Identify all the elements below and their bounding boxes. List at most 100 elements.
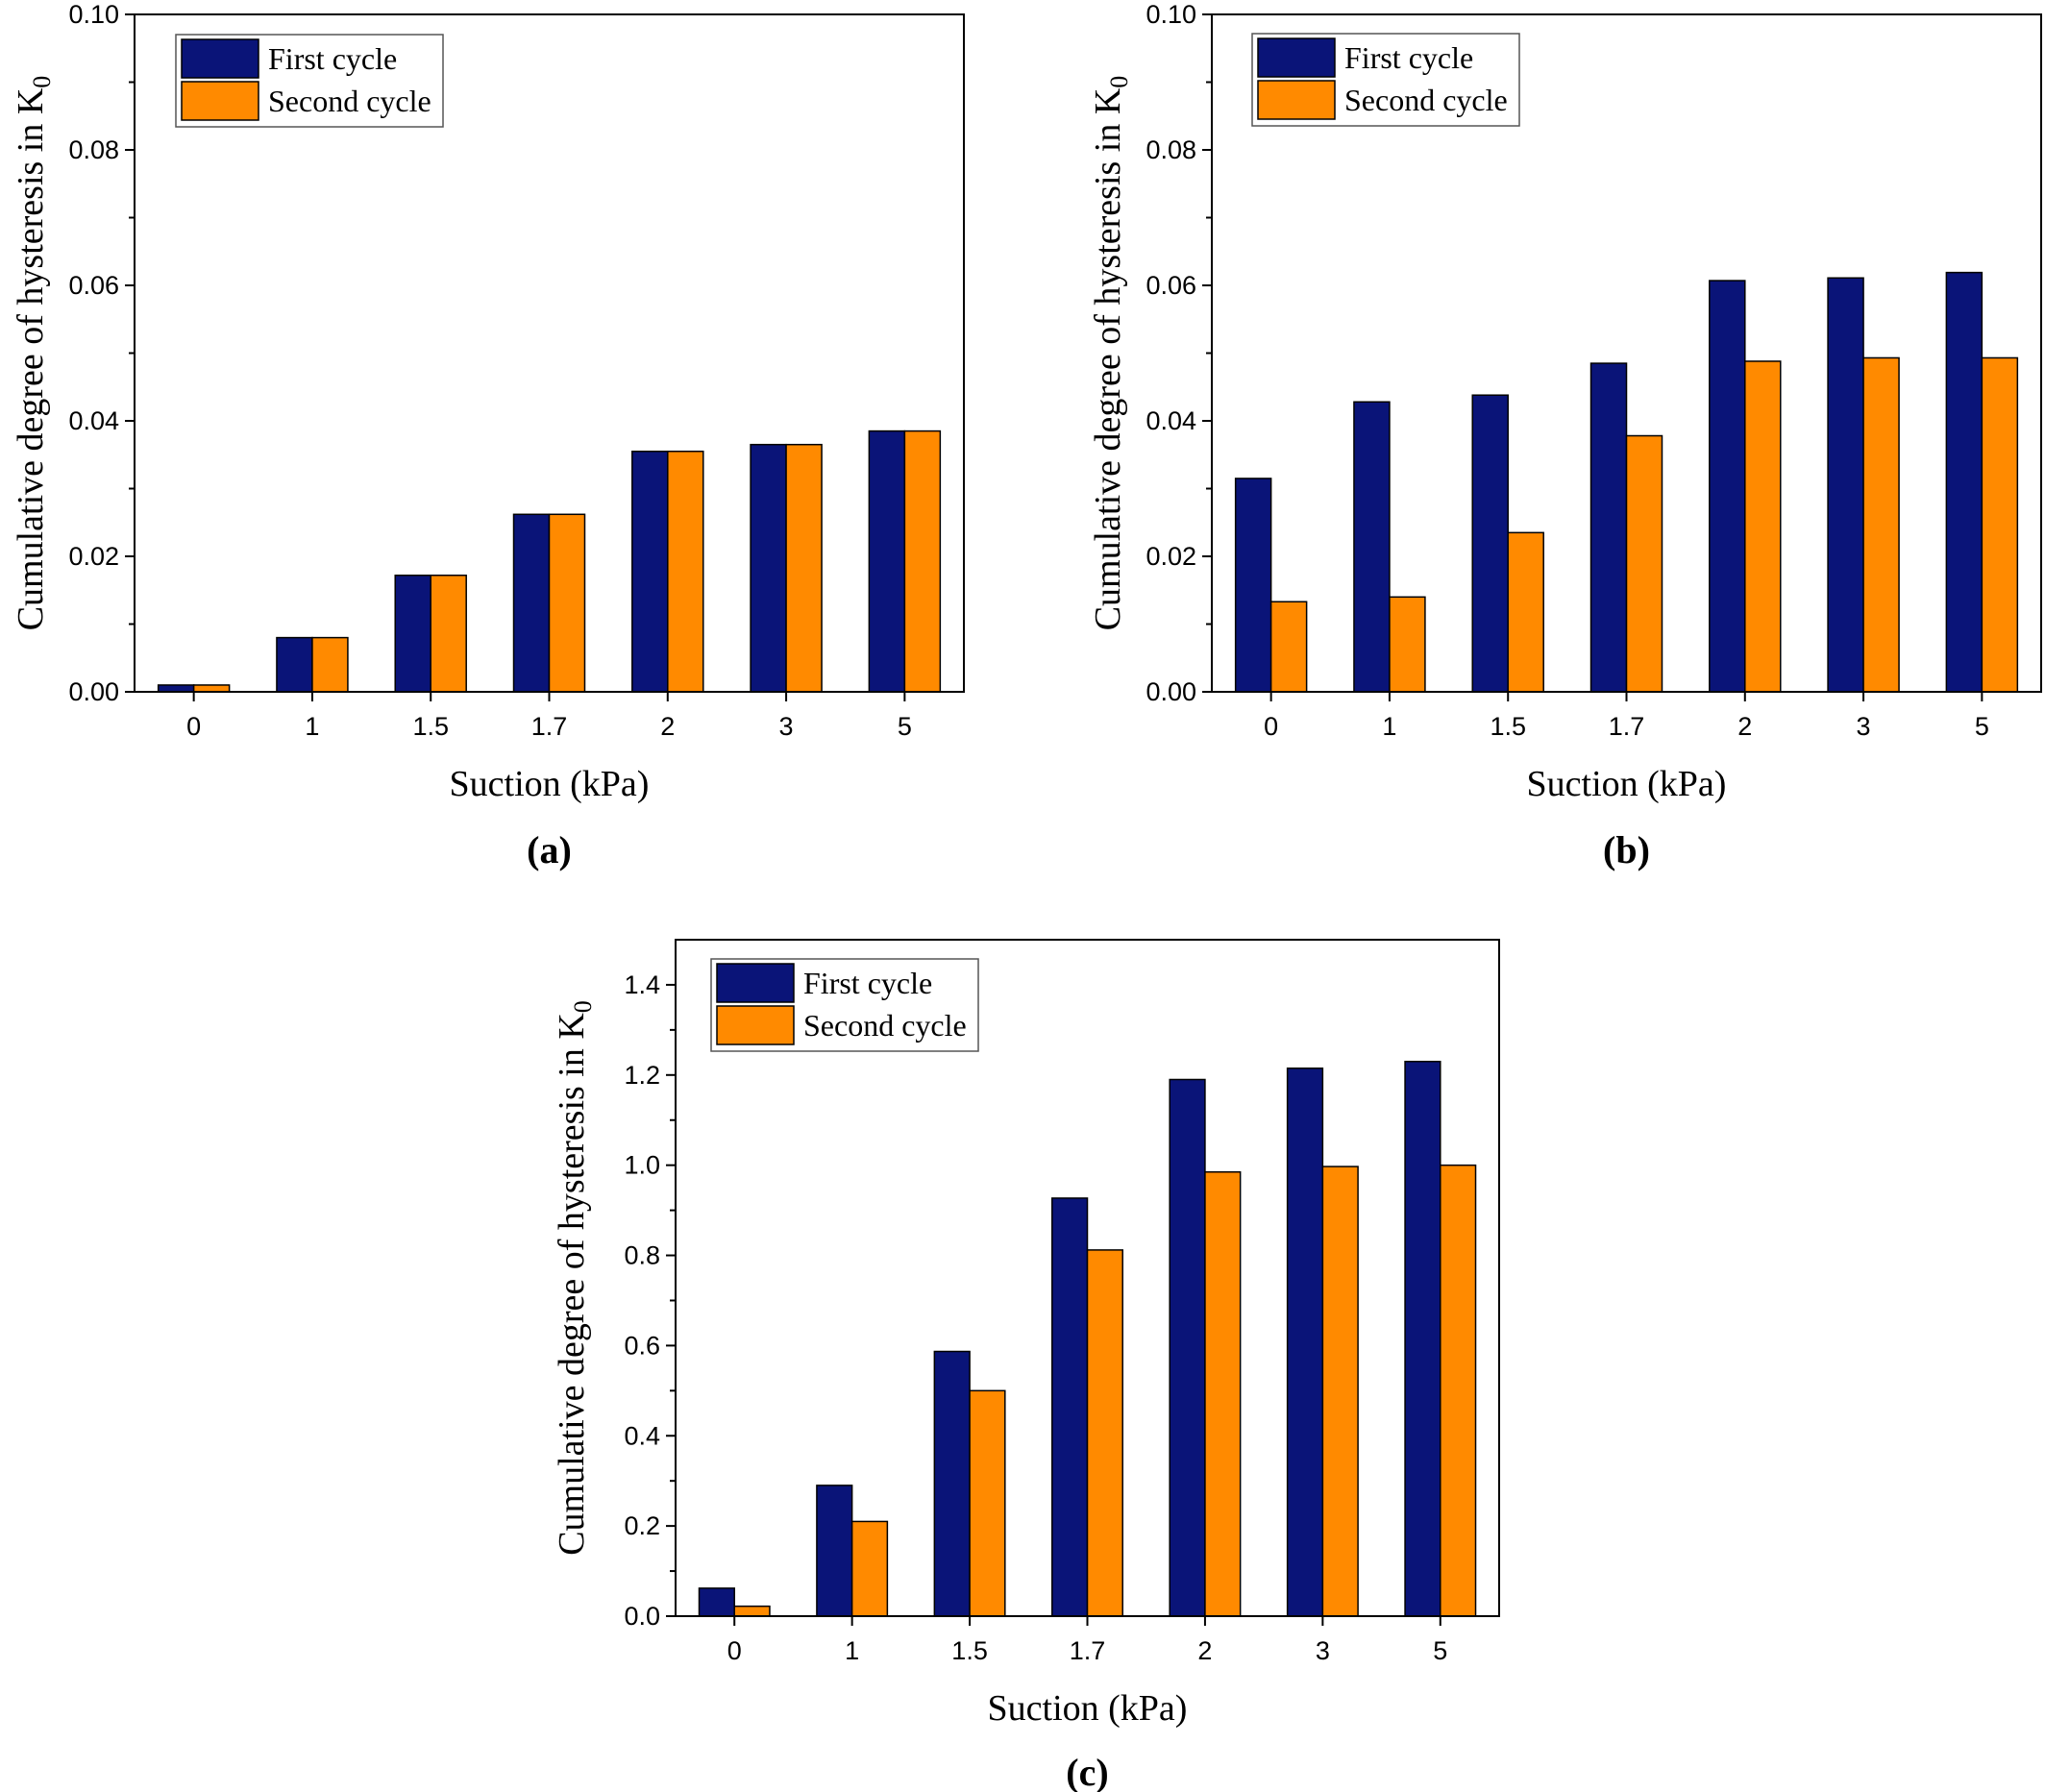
y-tick-label: 1.0 <box>624 1151 660 1180</box>
x-tick-label: 2 <box>1737 712 1752 741</box>
y-tick-label: 0.2 <box>624 1511 660 1540</box>
y-tick-label: 0.0 <box>624 1602 660 1631</box>
bar-second-cycle-0 <box>192 684 231 693</box>
bar-first-cycle-5 <box>1827 277 1864 693</box>
bar-second-cycle-4 <box>667 450 704 693</box>
panel-label: (a) <box>527 828 572 871</box>
y-tick-label: 0.00 <box>68 677 119 706</box>
legend-label-first-cycle: First cycle <box>803 966 932 1000</box>
x-tick-label: 1.7 <box>531 712 568 741</box>
bar-second-cycle-5 <box>1321 1166 1359 1617</box>
legend-label-first-cycle: First cycle <box>268 41 397 76</box>
y-axis-title: Cumulative degree of hysteresis in K0 <box>1088 76 1133 631</box>
bar-first-cycle-4 <box>1169 1078 1206 1617</box>
x-tick-label: 5 <box>1975 712 1989 741</box>
y-axis-title-text: Cumulative degree of hysteresis in K <box>1088 87 1128 630</box>
y-axis-title-text: Cumulative degree of hysteresis in K <box>11 87 51 630</box>
bar-first-cycle-6 <box>1945 271 1983 693</box>
panel-label: (c) <box>1066 1751 1108 1792</box>
x-tick-label: 3 <box>779 712 794 741</box>
y-tick-label: 0.02 <box>68 542 119 571</box>
y-axis-title-subscript: 0 <box>569 1000 597 1013</box>
bar-first-cycle-0 <box>698 1587 735 1617</box>
legend-label-first-cycle: First cycle <box>1344 40 1473 75</box>
legend: First cycle Second cycle <box>1251 33 1520 127</box>
chart-panel-0: 0.00 0.02 0.04 0.06 0.08 0.10 0 1 1.5 1.7 2 3 5 Sucti… <box>11 0 965 871</box>
legend-swatch-second-cycle <box>1257 80 1336 120</box>
x-tick-label: 1.5 <box>951 1636 988 1665</box>
x-tick-label: 5 <box>1433 1636 1447 1665</box>
bar-second-cycle-2 <box>969 1389 1006 1617</box>
bar-first-cycle-1 <box>1353 401 1391 693</box>
x-tick-label: 5 <box>898 712 912 741</box>
panel-label: (b) <box>1603 828 1650 871</box>
bar-first-cycle-2 <box>394 574 431 693</box>
bar-second-cycle-2 <box>1507 531 1544 693</box>
x-tick-label: 2 <box>660 712 675 741</box>
bar-first-cycle-0 <box>1234 478 1272 693</box>
bar-first-cycle-6 <box>1404 1060 1441 1617</box>
y-tick-label: 1.2 <box>624 1061 660 1090</box>
bar-first-cycle-3 <box>512 513 551 693</box>
x-tick-label: 3 <box>1316 1636 1330 1665</box>
bar-second-cycle-3 <box>548 513 586 693</box>
bar-second-cycle-0 <box>733 1605 771 1617</box>
bar-second-cycle-1 <box>1389 596 1426 693</box>
chart-panel-1: 0.00 0.02 0.04 0.06 0.08 0.10 0 1 1.5 1.7 2 3 5 Sucti… <box>1088 0 2042 871</box>
legend-swatch-second-cycle <box>716 1005 795 1045</box>
y-tick-label: 0.4 <box>624 1421 660 1450</box>
legend-label-second-cycle: Second cycle <box>803 1008 967 1043</box>
y-tick-label: 0.04 <box>1146 406 1196 435</box>
bar-first-cycle-4 <box>1709 280 1746 693</box>
legend-label-second-cycle: Second cycle <box>1344 83 1508 117</box>
y-tick-label: 0.06 <box>68 271 119 300</box>
x-tick-label: 0 <box>727 1636 742 1665</box>
bar-second-cycle-6 <box>1440 1164 1477 1617</box>
y-tick-label: 0.02 <box>1146 542 1196 571</box>
x-tick-label: 3 <box>1857 712 1871 741</box>
y-tick-label: 1.4 <box>624 970 660 999</box>
x-tick-label: 1.7 <box>1609 712 1645 741</box>
bar-second-cycle-1 <box>850 1520 889 1617</box>
bar-second-cycle-1 <box>311 636 349 693</box>
y-tick-label: 0.06 <box>1146 271 1196 300</box>
legend-swatch-first-cycle <box>181 38 259 79</box>
x-axis-title: Suction (kPa) <box>988 1688 1188 1729</box>
x-axis-title: Suction (kPa) <box>450 764 650 804</box>
y-tick-label: 0.08 <box>1146 135 1196 164</box>
x-tick-label: 1.5 <box>412 712 449 741</box>
legend: First cycle Second cycle <box>175 34 444 128</box>
x-tick-label: 1.7 <box>1070 1636 1106 1665</box>
x-tick-label: 1.5 <box>1490 712 1526 741</box>
y-axis-title: Cumulative degree of hysteresis in K0 <box>11 76 56 631</box>
bar-first-cycle-0 <box>157 684 195 693</box>
bar-second-cycle-3 <box>1625 434 1663 693</box>
bar-second-cycle-6 <box>903 430 942 693</box>
y-axis-title: Cumulative degree of hysteresis in K0 <box>552 1000 597 1556</box>
bar-second-cycle-4 <box>1204 1170 1242 1617</box>
x-tick-label: 0 <box>186 712 201 741</box>
bar-first-cycle-6 <box>868 430 906 693</box>
bar-second-cycle-2 <box>430 574 467 693</box>
y-axis-title-subscript: 0 <box>28 76 56 88</box>
y-tick-label: 0.6 <box>624 1331 660 1360</box>
bar-second-cycle-5 <box>785 443 823 693</box>
x-tick-label: 0 <box>1264 712 1278 741</box>
y-tick-label: 0.8 <box>624 1241 660 1270</box>
legend: First cycle Second cycle <box>710 958 979 1052</box>
y-tick-label: 0.08 <box>68 135 119 164</box>
bar-first-cycle-1 <box>276 636 313 693</box>
y-tick-label: 0.00 <box>1146 677 1196 706</box>
x-tick-label: 1 <box>845 1636 859 1665</box>
bar-first-cycle-5 <box>1286 1068 1324 1617</box>
legend-swatch-first-cycle <box>716 963 795 1003</box>
bar-second-cycle-6 <box>1981 356 2019 693</box>
bar-first-cycle-3 <box>1589 362 1628 693</box>
legend-label-second-cycle: Second cycle <box>268 84 431 118</box>
bar-second-cycle-4 <box>1744 360 1782 693</box>
x-tick-label: 2 <box>1197 1636 1212 1665</box>
bar-first-cycle-1 <box>816 1485 853 1617</box>
bar-first-cycle-3 <box>1051 1197 1089 1617</box>
bar-first-cycle-2 <box>1471 394 1509 693</box>
bar-first-cycle-2 <box>933 1350 971 1617</box>
